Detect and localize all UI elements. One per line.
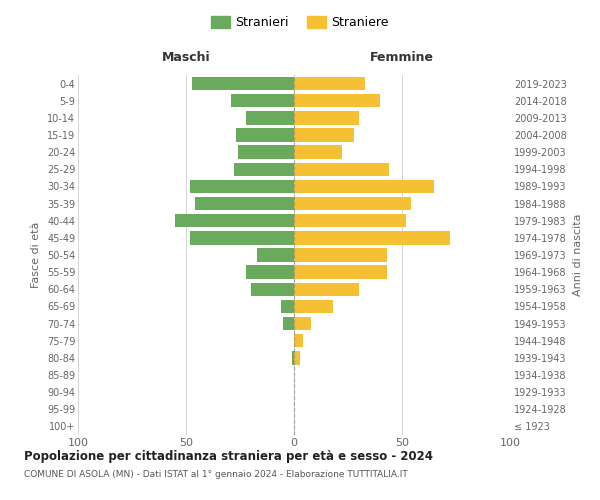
Bar [294,94,380,108]
Bar [238,146,294,159]
Text: COMUNE DI ASOLA (MN) - Dati ISTAT al 1° gennaio 2024 - Elaborazione TUTTITALIA.I: COMUNE DI ASOLA (MN) - Dati ISTAT al 1° … [24,470,408,479]
Bar [294,128,355,141]
Bar [294,231,449,244]
Bar [247,266,294,279]
Text: Popolazione per cittadinanza straniera per età e sesso - 2024: Popolazione per cittadinanza straniera p… [24,450,433,463]
Bar [294,351,301,364]
Bar [247,111,294,124]
Bar [190,231,294,244]
Bar [294,214,406,228]
Legend: Stranieri, Straniere: Stranieri, Straniere [206,11,394,34]
Text: Femmine: Femmine [370,51,434,64]
Bar [294,282,359,296]
Bar [294,300,333,313]
Bar [194,197,294,210]
Bar [294,146,341,159]
Bar [294,197,410,210]
Bar [283,317,294,330]
Bar [281,300,294,313]
Bar [257,248,294,262]
Bar [294,266,387,279]
Bar [233,162,294,176]
Bar [294,334,302,347]
Text: Maschi: Maschi [161,51,211,64]
Bar [294,180,434,193]
Bar [175,214,294,228]
Bar [294,317,311,330]
Bar [294,77,365,90]
Y-axis label: Anni di nascita: Anni di nascita [572,214,583,296]
Bar [294,111,359,124]
Bar [190,180,294,193]
Bar [294,248,387,262]
Bar [232,94,294,108]
Bar [251,282,294,296]
Bar [294,162,389,176]
Bar [193,77,294,90]
Bar [236,128,294,141]
Y-axis label: Fasce di età: Fasce di età [31,222,41,288]
Bar [292,351,294,364]
